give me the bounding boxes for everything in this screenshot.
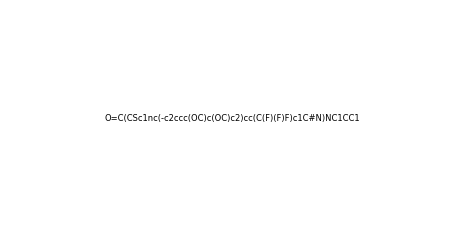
Text: O=C(CSc1nc(-c2ccc(OC)c(OC)c2)cc(C(F)(F)F)c1C#N)NC1CC1: O=C(CSc1nc(-c2ccc(OC)c(OC)c2)cc(C(F)(F)F… xyxy=(104,114,359,124)
